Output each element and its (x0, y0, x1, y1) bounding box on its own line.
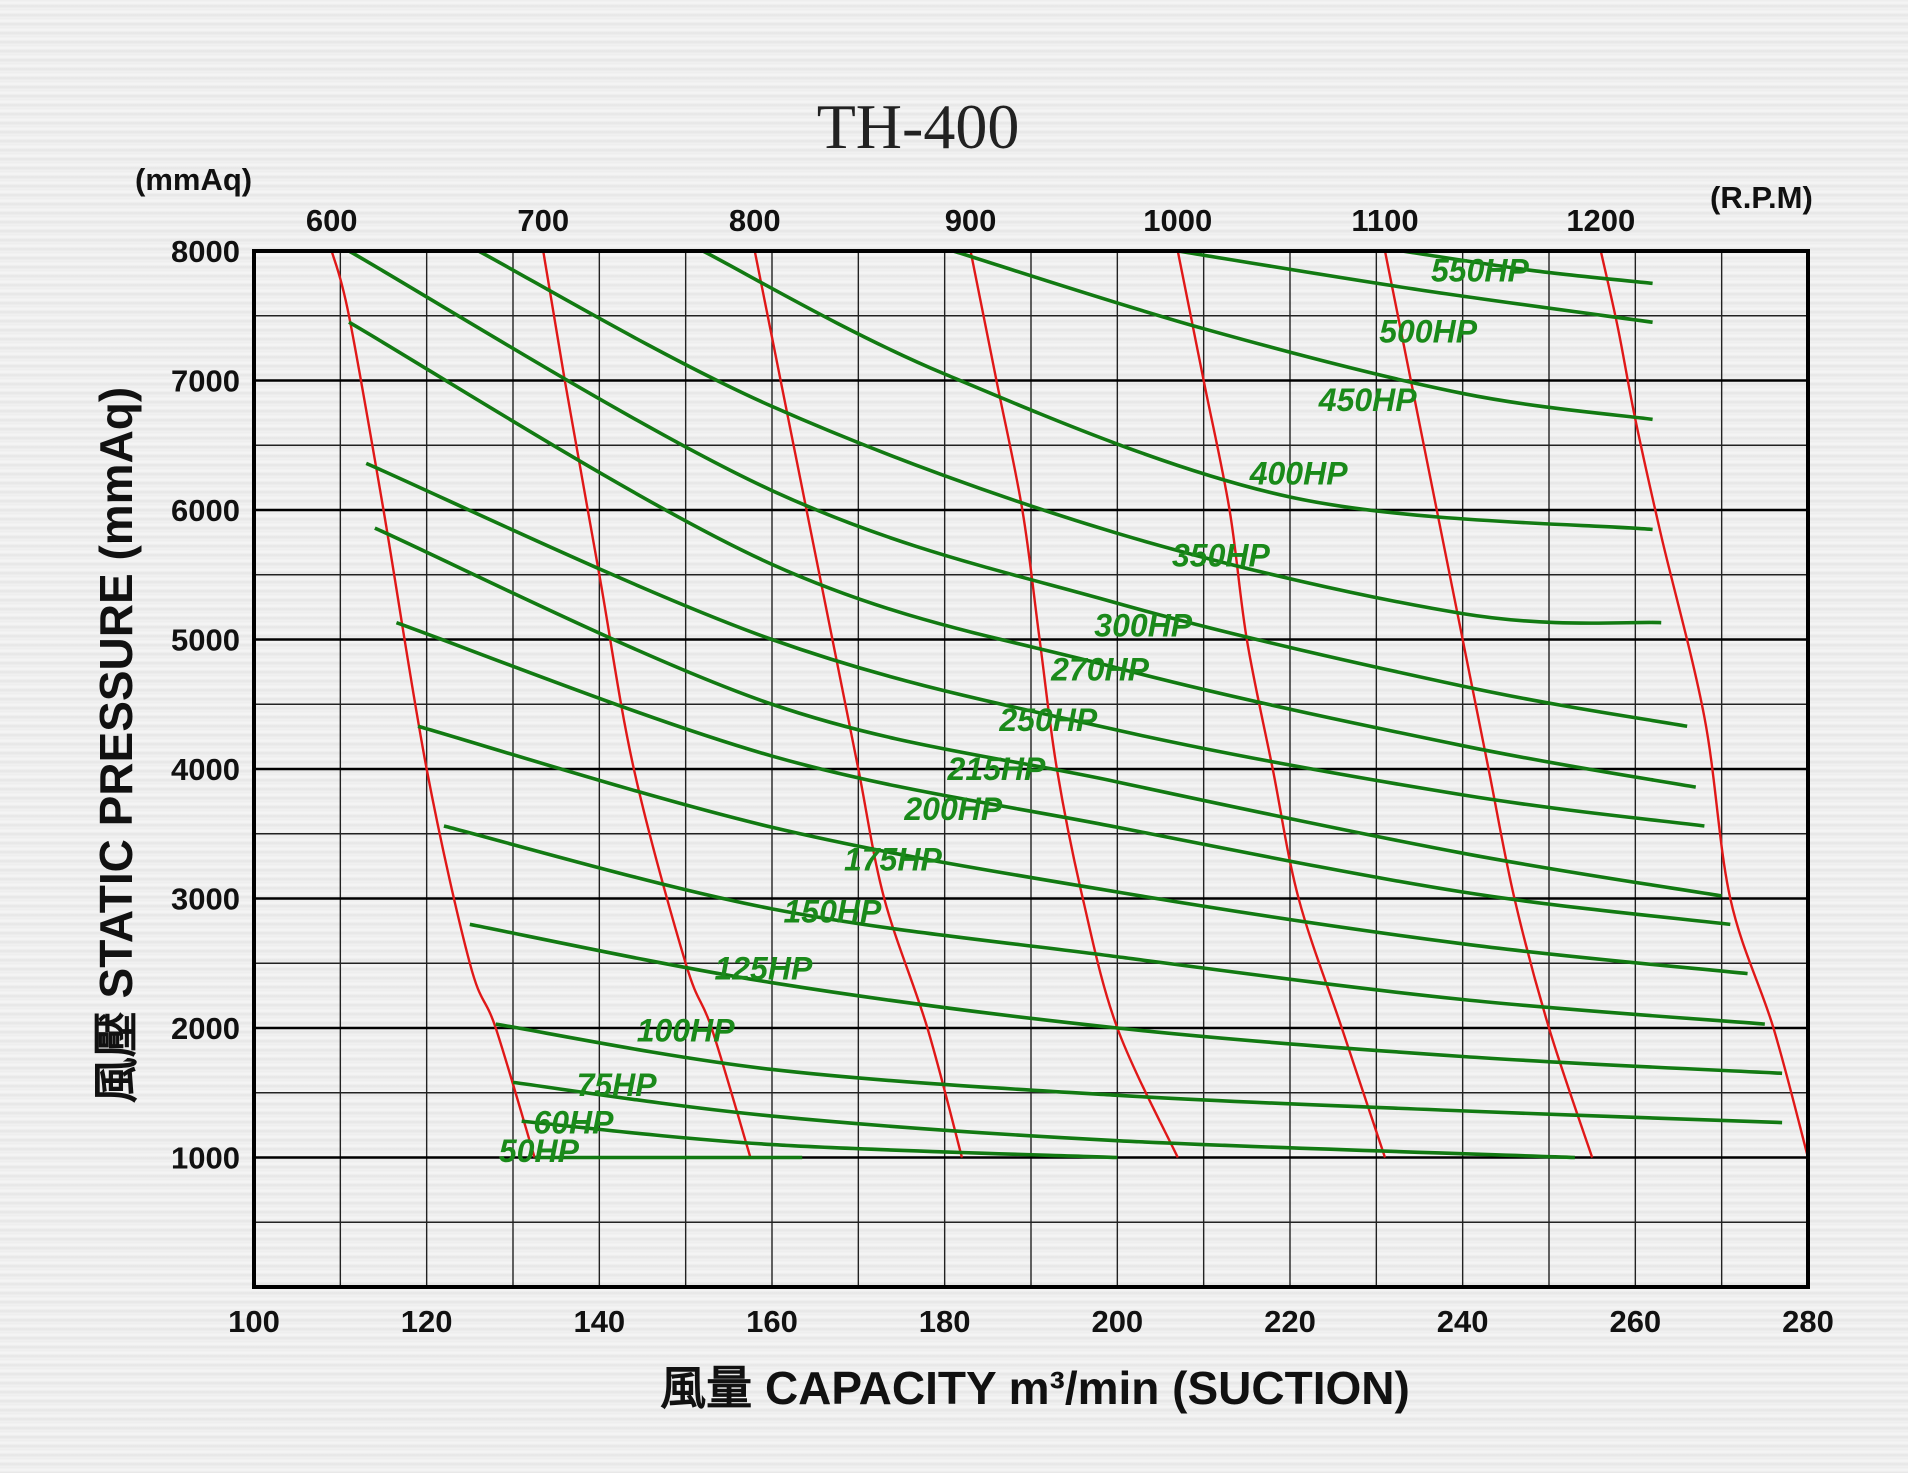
hp-curve-250HP (365, 461, 1705, 828)
hp-label-450HP: 450HP (1318, 382, 1418, 418)
rpm-curve-800 (753, 250, 964, 1158)
x-tick-260: 260 (1609, 1304, 1661, 1339)
hp-labels: 550HP 500HP 450HP 400HP 350HP 300HP 270HP 250HP… (499, 252, 1530, 1169)
rpm-label-600: 600 (306, 203, 358, 238)
hp-curve-75HP (512, 1080, 1575, 1160)
y-tick-7000: 7000 (171, 364, 240, 399)
rpm-curve-1000 (1176, 250, 1387, 1158)
x-tick-280: 280 (1782, 1304, 1834, 1339)
rpm-curves (330, 250, 1810, 1159)
hp-curve-400HP (702, 249, 1653, 532)
hp-label-50HP: 50HP (499, 1133, 580, 1169)
hp-label-215HP: 215HP (947, 751, 1047, 787)
rpm-label-700: 700 (517, 203, 569, 238)
hp-label-250HP: 250HP (998, 702, 1098, 738)
x-tick-100: 100 (228, 1304, 280, 1339)
x-tick-200: 200 (1091, 1304, 1143, 1339)
hp-curve-300HP (348, 249, 1688, 729)
x-axis-title: 風量 CAPACITY m³/min (SUCTION) (660, 1362, 1410, 1414)
chart-title: TH-400 (817, 91, 1020, 162)
hp-label-75HP: 75HP (577, 1067, 658, 1103)
hp-label-550HP: 550HP (1431, 252, 1530, 288)
hp-curve-200HP (395, 620, 1731, 927)
hp-label-60HP: 60HP (533, 1105, 614, 1141)
hp-curve-550HP (1401, 249, 1653, 286)
rpm-unit: (R.P.M) (1710, 180, 1813, 215)
rpm-curve-1200 (1599, 250, 1810, 1158)
x-tick-140: 140 (573, 1304, 625, 1339)
y-tick-5000: 5000 (171, 623, 240, 658)
x-tick-160: 160 (746, 1304, 798, 1339)
hp-label-350HP: 350HP (1172, 537, 1271, 573)
x-tick-120: 120 (401, 1304, 453, 1339)
rpm-tick-labels: 600 700 800 900 1000 1100 1200 (306, 203, 1635, 238)
hp-label-100HP: 100HP (637, 1013, 736, 1049)
hp-label-200HP: 200HP (903, 791, 1003, 827)
rpm-curve-700 (542, 250, 752, 1158)
hp-label-300HP: 300HP (1094, 607, 1193, 643)
hp-label-175HP: 175HP (844, 842, 943, 878)
y-tick-3000: 3000 (171, 882, 240, 917)
hp-curve-500HP (1177, 249, 1653, 325)
rpm-label-1200: 1200 (1566, 203, 1635, 238)
hp-curve-450HP (952, 249, 1653, 422)
x-tick-240: 240 (1437, 1304, 1489, 1339)
hp-curve-100HP (495, 1022, 1783, 1125)
rpm-curve-900 (969, 250, 1179, 1159)
hp-curve-350HP (477, 249, 1662, 625)
y-unit-top: (mmAq) (135, 162, 252, 197)
hp-label-400HP: 400HP (1249, 456, 1349, 492)
x-tick-labels: 100 120 140 160 180 200 220 240 260 280 (228, 1304, 1834, 1339)
y-tick-6000: 6000 (171, 493, 240, 528)
rpm-label-1000: 1000 (1143, 203, 1212, 238)
y-tick-8000: 8000 (171, 234, 240, 269)
y-tick-1000: 1000 (171, 1141, 240, 1176)
hp-curve-60HP (521, 1119, 1118, 1160)
hp-label-150HP: 150HP (784, 893, 883, 929)
hp-label-125HP: 125HP (714, 950, 813, 986)
rpm-curve-1100 (1383, 250, 1594, 1158)
hp-curve-270HP (348, 320, 1697, 789)
hp-label-500HP: 500HP (1379, 313, 1478, 349)
y-tick-2000: 2000 (171, 1011, 240, 1046)
hp-curve-125HP (469, 922, 1783, 1076)
x-tick-220: 220 (1264, 1304, 1316, 1339)
hp-curves (348, 249, 1783, 1160)
hp-curve-150HP (443, 824, 1765, 1026)
rpm-label-900: 900 (945, 203, 997, 238)
rpm-label-800: 800 (729, 203, 781, 238)
hp-curve-215HP (374, 526, 1722, 898)
hp-curve-175HP (417, 724, 1748, 976)
y-tick-4000: 4000 (171, 752, 240, 787)
rpm-label-1100: 1100 (1351, 203, 1418, 238)
y-tick-labels: 1000 2000 3000 4000 5000 6000 7000 8000 (171, 234, 240, 1176)
hp-label-270HP: 270HP (1050, 651, 1150, 687)
plot-frame (252, 249, 1810, 1289)
y-axis-title: 風壓 STATIC PRESSURE (mmAq) (90, 387, 142, 1103)
x-tick-180: 180 (919, 1304, 971, 1339)
rpm-curve-600 (330, 250, 536, 1158)
